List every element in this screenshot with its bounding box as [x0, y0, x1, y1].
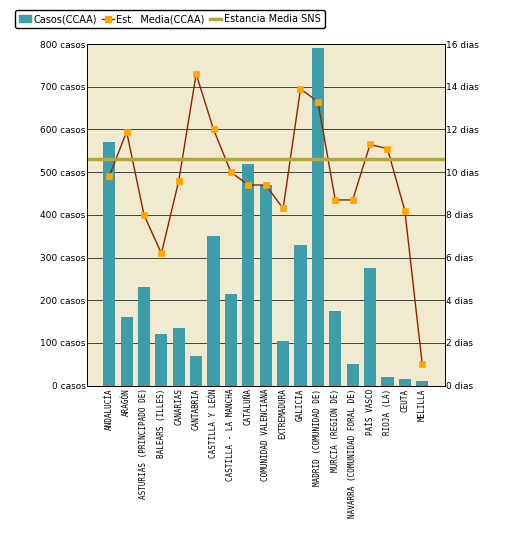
Bar — [225, 294, 237, 386]
Bar — [242, 164, 254, 386]
Bar — [381, 377, 393, 386]
Bar — [399, 379, 411, 386]
Bar — [364, 268, 376, 386]
Bar — [207, 236, 220, 386]
Bar — [312, 48, 324, 386]
Bar — [190, 356, 202, 386]
Bar — [260, 185, 272, 386]
Bar — [346, 364, 359, 386]
Bar — [416, 381, 428, 386]
Bar — [173, 328, 185, 386]
Legend: Casos(CCAA), Est.  Media(CCAA), Estancia Media SNS: Casos(CCAA), Est. Media(CCAA), Estancia … — [15, 10, 325, 28]
Bar — [294, 245, 307, 386]
Bar — [138, 288, 150, 386]
Bar — [121, 317, 133, 386]
Bar — [329, 311, 341, 386]
Bar — [103, 142, 115, 386]
Bar — [277, 341, 289, 386]
Bar — [155, 334, 168, 386]
